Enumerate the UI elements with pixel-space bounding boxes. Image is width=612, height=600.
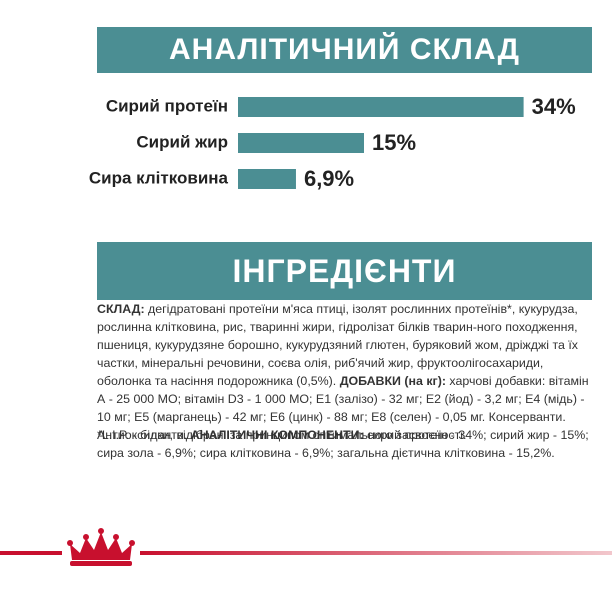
- value-label: 15%: [372, 130, 416, 155]
- bold-heading: ДОБАВКИ (на кг):: [339, 374, 446, 388]
- footnote: *L.I.P. - білки, відібрані за принципом …: [97, 428, 467, 442]
- ingredients-text: СКЛАД: дегідратовані протеїни м'яса птиц…: [97, 300, 592, 462]
- chart: Сирий протеїн 34% Сирий жир 15% Сира клітков…: [89, 94, 576, 191]
- text-run: сирий протеїн - 34%; сирий жир - 15%; си…: [97, 428, 589, 460]
- red-line: [140, 551, 612, 555]
- crown-logo: [67, 528, 135, 566]
- value-label: 34%: [532, 94, 576, 119]
- bold-heading: АНАЛІТИЧНІ КОМПОНЕНТИ:: [190, 428, 364, 442]
- logo-strip: [0, 528, 612, 566]
- text-run: дегідратовані протеїни м'яса птиці, ізол…: [97, 302, 578, 388]
- bar: [238, 133, 364, 153]
- bar: [238, 169, 296, 189]
- chart-title: АНАЛІТИЧНИЙ СКЛАД: [97, 27, 592, 73]
- red-line: [0, 551, 62, 555]
- text-run: харчові добавки: вітамін А - 25 000 МО; …: [97, 374, 589, 442]
- ingredients-title: ІНГРЕДІЄНТИ: [97, 242, 592, 300]
- bold-heading: СКЛАД:: [97, 302, 145, 316]
- category-label: Сирий протеїн: [106, 96, 228, 115]
- bar: [238, 97, 524, 117]
- category-label: Сирий жир: [136, 132, 228, 151]
- value-label: 6,9%: [304, 166, 354, 191]
- category-label: Сира клітковина: [89, 168, 229, 187]
